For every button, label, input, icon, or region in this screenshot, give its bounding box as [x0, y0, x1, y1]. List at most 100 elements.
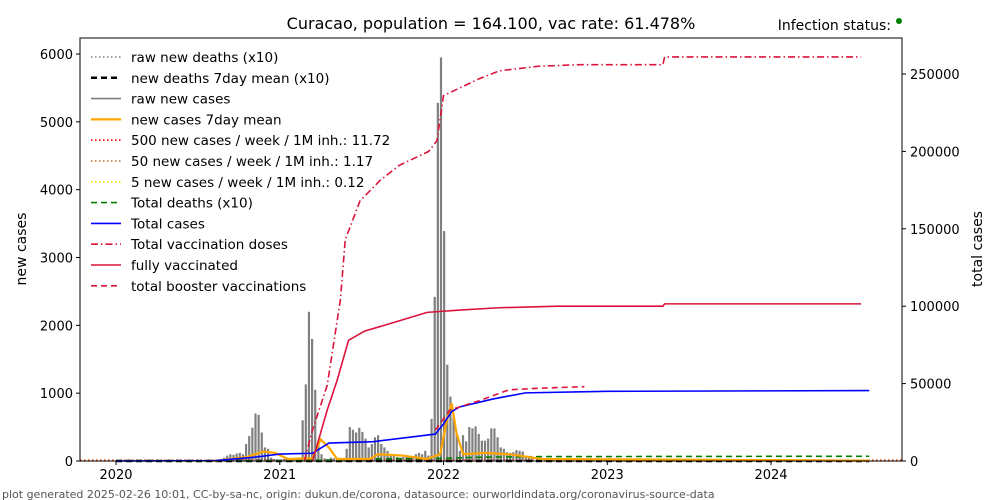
infection-status-dot: [896, 18, 902, 24]
new-cases-bar: [320, 454, 323, 461]
new-cases-bar: [474, 426, 477, 461]
y-tick-label-right: 0: [910, 455, 918, 470]
x-tick-label: 2024: [754, 468, 787, 483]
new-cases-bar: [380, 444, 383, 461]
new-cases-bar: [373, 437, 377, 461]
new-cases-bar: [248, 435, 251, 461]
new-cases-bar: [487, 438, 490, 461]
new-cases-bar: [452, 416, 455, 461]
new-cases-bar: [254, 413, 257, 461]
y-tick-label-right: 100000: [910, 300, 960, 315]
y-tick-label-left: 5000: [40, 116, 73, 131]
booster-vaccinations-line: [434, 385, 585, 431]
x-tick-label: 2021: [263, 468, 296, 483]
new-cases-bar: [411, 456, 414, 461]
new-cases-bar: [461, 435, 465, 461]
x-tick-label: 2022: [427, 468, 460, 483]
legend-label: Total deaths (x10): [130, 196, 253, 212]
new-cases-bar: [348, 427, 351, 461]
total-cases-line: [116, 389, 870, 462]
new-cases-bar: [270, 457, 273, 461]
new-cases-bar: [512, 452, 515, 461]
new-cases-bar: [386, 450, 389, 461]
new-cases-bar: [471, 428, 474, 461]
legend-label: 500 new cases / week / 1M inh.: 11.72: [131, 133, 390, 149]
new-cases-bar: [458, 450, 461, 461]
legend-label: 5 new cases / week / 1M inh.: 0.12: [131, 175, 364, 191]
new-cases-bar: [477, 433, 480, 461]
plot-frame: [79, 37, 903, 462]
legend-label: raw new deaths (x10): [131, 50, 278, 66]
legend-label: Total vaccination doses: [130, 237, 288, 253]
legend-label: new deaths 7day mean (x10): [131, 71, 330, 87]
y-tick-label-right: 150000: [910, 223, 960, 238]
y-tick-label-right: 50000: [910, 378, 951, 393]
legend-label: new cases 7day mean: [131, 112, 282, 128]
new-cases-bar: [314, 389, 317, 461]
new-cases-bar: [392, 455, 395, 461]
new-cases-bar: [273, 458, 276, 461]
new-cases-bar: [455, 433, 458, 461]
new-cases-bar: [301, 420, 304, 461]
legend-label: fully vaccinated: [131, 258, 238, 274]
footer-note: plot generated 2025-02-26 10:01, CC-by-s…: [2, 488, 715, 500]
new-cases-bar: [493, 428, 496, 461]
new-cases-mean-line: [214, 403, 870, 463]
new-cases-bar: [430, 418, 433, 461]
legend-label: 50 new cases / week / 1M inh.: 1.17: [131, 154, 373, 170]
y-tick-label-right: 200000: [910, 145, 960, 160]
y-tick-label-left: 2000: [40, 319, 73, 334]
y-axis-label-right: total cases: [970, 211, 986, 287]
legend-label: Total cases: [130, 216, 205, 232]
new-cases-bar: [351, 429, 355, 461]
new-cases-bar: [490, 428, 493, 461]
fully-vaccinated-line: [311, 303, 862, 462]
new-cases-bar: [389, 454, 392, 461]
new-cases-bar: [282, 458, 285, 461]
new-cases-bar: [304, 384, 307, 461]
new-cases-bar: [229, 454, 232, 461]
total-deaths-line: [116, 455, 870, 462]
new-cases-bar: [244, 444, 248, 461]
new-cases-bar: [436, 102, 439, 461]
new-cases-bar: [367, 447, 370, 461]
x-tick-label: 2020: [99, 468, 132, 483]
y-tick-label-right: 250000: [910, 68, 960, 83]
new-cases-bar: [370, 444, 373, 461]
new-cases-bar: [307, 311, 311, 461]
new-cases-bar: [361, 431, 364, 461]
x-tick-label: 2023: [591, 468, 624, 483]
new-cases-bar: [468, 427, 471, 461]
new-cases-bar: [402, 456, 405, 461]
new-cases-bar: [364, 438, 367, 461]
new-cases-bar: [317, 440, 320, 461]
new-cases-bar: [358, 427, 361, 461]
y-tick-label-left: 3000: [40, 252, 73, 267]
legend-label: total booster vaccinations: [131, 279, 306, 295]
y-tick-label-left: 6000: [40, 48, 73, 63]
new-cases-bar: [260, 432, 263, 461]
new-cases-bar: [524, 455, 527, 461]
new-cases-bar: [433, 296, 436, 461]
new-cases-bar: [480, 440, 483, 461]
new-cases-bar: [496, 437, 499, 461]
new-cases-bar: [355, 432, 358, 461]
new-cases-bar: [483, 440, 487, 461]
total-vaccination-doses-line: [303, 56, 862, 462]
new-cases-bar: [257, 414, 260, 461]
chart-title: Curacao, population = 164.100, vac rate:…: [287, 14, 696, 33]
new-cases-bar: [251, 427, 254, 461]
infection-status-label: Infection status:: [778, 18, 891, 34]
new-cases-bar: [377, 435, 380, 461]
new-cases-bar: [310, 338, 314, 461]
y-tick-label-left: 1000: [40, 387, 73, 402]
new-cases-bar: [345, 448, 348, 461]
new-cases-bar: [263, 447, 267, 461]
new-cases-bar: [424, 450, 427, 461]
new-cases-bar: [465, 441, 468, 461]
legend-label: raw new cases: [131, 92, 230, 108]
y-axis-label-left: new cases: [14, 213, 30, 286]
new-cases-bar: [449, 396, 452, 461]
new-cases-bar: [439, 57, 443, 462]
